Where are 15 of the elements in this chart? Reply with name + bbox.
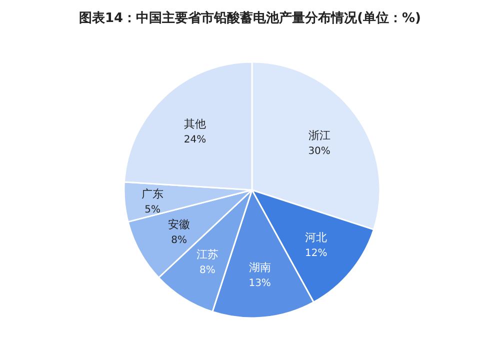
slice-label: 安徽 (168, 218, 190, 232)
chart-title: 图表14：中国主要省市铅酸蓄电池产量分布情况(单位：%) (79, 10, 421, 26)
data-label: 8% (171, 235, 188, 246)
data-label: 8% (199, 265, 216, 276)
slice-label: 广东 (142, 187, 164, 200)
data-label: 12% (304, 248, 328, 260)
slice-label: 河北 (305, 231, 328, 244)
data-label: 13% (248, 278, 271, 289)
data-label: 30% (308, 146, 330, 158)
slice-label: 浙江 (308, 129, 330, 142)
slice-label: 湖南 (248, 260, 271, 274)
slice-label: 江苏 (196, 248, 218, 262)
data-label: 24% (184, 134, 206, 146)
slice-label: 其他 (184, 117, 206, 130)
data-label: 5% (144, 204, 161, 216)
